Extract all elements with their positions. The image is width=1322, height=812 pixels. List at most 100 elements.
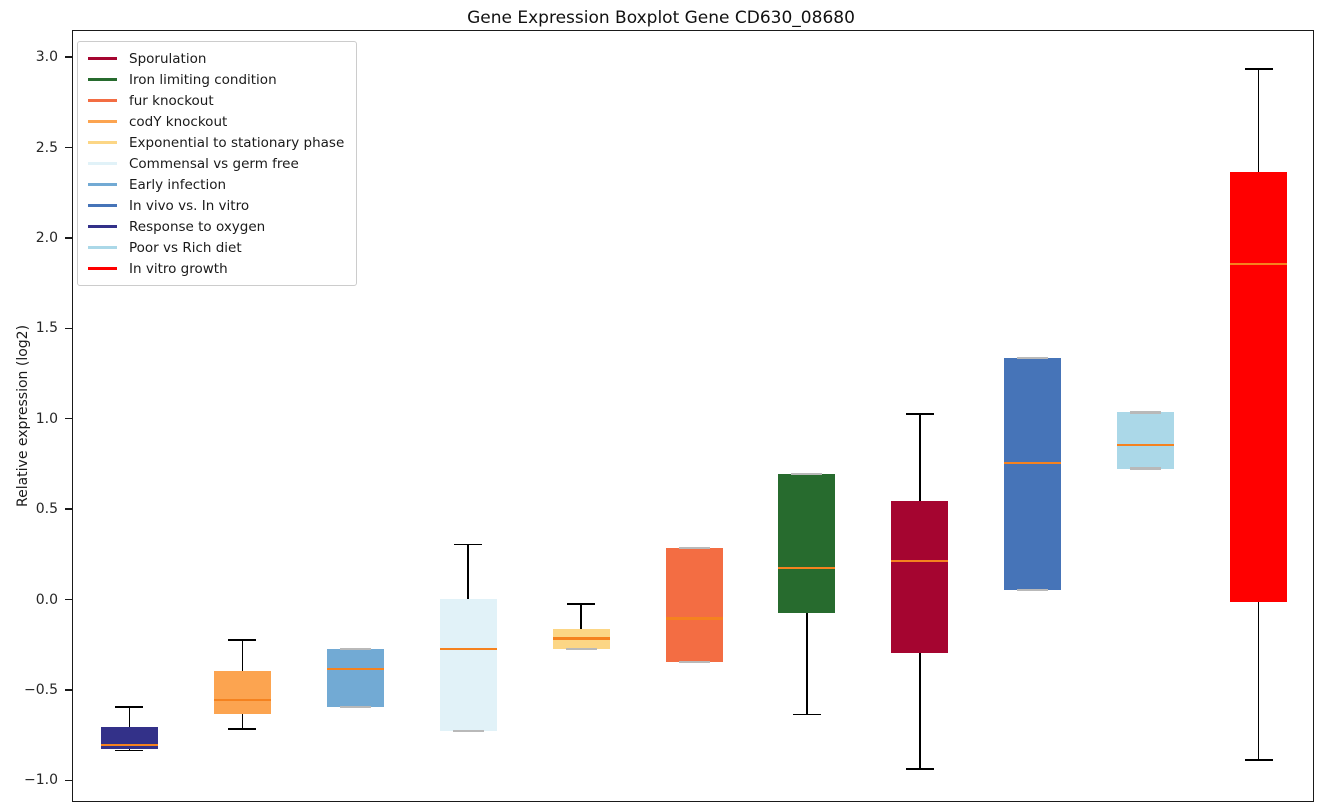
median-line xyxy=(891,559,949,562)
lower-whisker-cap-degenerate xyxy=(565,648,597,651)
y-tick-label: 2.0 xyxy=(35,229,58,246)
lower-whisker-cap xyxy=(905,767,934,770)
legend: Sporulation Iron limiting condition fur kn… xyxy=(77,41,358,286)
legend-label: Exponential to stationary phase xyxy=(129,134,345,151)
legend-item-cody-knockout: codY knockout xyxy=(88,111,344,132)
legend-item-exponential-to-stationary-phase: Exponential to stationary phase xyxy=(88,132,344,153)
legend-color-swatch xyxy=(88,57,117,60)
median-line xyxy=(326,668,384,671)
upper-whisker-cap xyxy=(1244,68,1273,70)
box-body xyxy=(213,671,271,715)
y-tick-mark xyxy=(65,779,72,782)
legend-label: In vivo vs. In vitro xyxy=(129,197,250,214)
median-line xyxy=(778,566,836,570)
legend-color-swatch xyxy=(88,225,117,228)
box-body xyxy=(1117,412,1175,469)
legend-color-swatch xyxy=(88,246,117,249)
lower-whisker-cap-degenerate xyxy=(678,660,710,664)
y-tick-mark xyxy=(65,56,72,58)
y-tick-label: 2.5 xyxy=(35,139,58,156)
upper-whisker-cap-degenerate xyxy=(678,546,710,550)
lower-whisker-cap-degenerate xyxy=(1017,588,1049,591)
legend-color-swatch xyxy=(88,183,117,186)
lower-whisker-cap xyxy=(228,727,257,730)
legend-item-iron-limiting-condition: Iron limiting condition xyxy=(88,69,344,90)
median-line xyxy=(1117,443,1175,447)
legend-item-early-infection: Early infection xyxy=(88,174,344,195)
y-tick-mark xyxy=(65,598,72,601)
median-line xyxy=(1004,462,1062,465)
legend-label: Response to oxygen xyxy=(129,218,266,235)
legend-label: Early infection xyxy=(129,176,227,193)
legend-label: Commensal vs germ free xyxy=(129,155,299,172)
upper-whisker-stem xyxy=(919,414,921,502)
legend-label: Poor vs Rich diet xyxy=(129,239,242,256)
legend-label: Sporulation xyxy=(129,50,207,67)
y-tick-label: 1.0 xyxy=(35,410,58,427)
box-body xyxy=(100,727,158,749)
upper-whisker-stem xyxy=(241,640,244,672)
y-tick-mark xyxy=(65,417,72,420)
y-tick-mark xyxy=(65,689,72,691)
median-line xyxy=(100,744,158,747)
legend-label: In vitro growth xyxy=(129,260,228,277)
lower-whisker-stem xyxy=(806,613,808,715)
legend-color-swatch xyxy=(88,141,117,144)
upper-whisker-cap-degenerate xyxy=(1017,357,1049,360)
y-tick-mark xyxy=(65,237,72,239)
legend-item-fur-knockout: fur knockout xyxy=(88,90,344,111)
upper-whisker-stem xyxy=(580,604,582,630)
lower-whisker-cap xyxy=(115,749,144,752)
box-body xyxy=(1004,358,1062,590)
legend-item-commensal-vs-germ-free: Commensal vs germ free xyxy=(88,153,344,174)
upper-whisker-cap-degenerate xyxy=(791,472,823,476)
y-tick-label: 3.0 xyxy=(35,49,58,66)
upper-whisker-cap-degenerate xyxy=(339,648,371,651)
legend-item-sporulation: Sporulation xyxy=(88,48,344,69)
legend-item-poor-vs-rich-diet: Poor vs Rich diet xyxy=(88,237,344,258)
legend-label: Iron limiting condition xyxy=(129,71,277,88)
legend-color-swatch xyxy=(88,162,117,165)
legend-item-in-vivo-vs-in-vitro: In vivo vs. In vitro xyxy=(88,195,344,216)
box-body xyxy=(326,649,384,708)
lower-whisker-stem xyxy=(919,652,921,769)
upper-whisker-stem xyxy=(128,707,131,728)
legend-item-in-vitro-growth: In vitro growth xyxy=(88,258,344,279)
upper-whisker-cap xyxy=(454,543,483,546)
upper-whisker-cap-degenerate xyxy=(1130,411,1162,414)
legend-color-swatch xyxy=(88,204,117,207)
lower-whisker-stem xyxy=(241,714,244,729)
legend-color-swatch xyxy=(88,99,117,102)
box-body xyxy=(1230,172,1288,603)
y-tick-mark xyxy=(65,508,72,510)
y-tick-label: −0.5 xyxy=(24,681,58,698)
median-line xyxy=(213,698,271,702)
lower-whisker-cap xyxy=(1244,758,1273,761)
y-tick-mark xyxy=(65,146,72,149)
y-tick-label: 0.0 xyxy=(35,591,58,608)
median-line xyxy=(665,617,723,620)
legend-color-swatch xyxy=(88,78,117,81)
box-body xyxy=(891,501,949,653)
lower-whisker-cap-degenerate xyxy=(1130,467,1162,470)
box-body xyxy=(439,598,497,731)
upper-whisker-cap xyxy=(905,413,934,416)
upper-whisker-cap xyxy=(115,706,144,709)
median-line xyxy=(1230,263,1288,266)
upper-whisker-stem xyxy=(467,544,469,599)
upper-whisker-cap xyxy=(228,639,257,642)
lower-whisker-stem xyxy=(128,748,131,751)
upper-whisker-stem xyxy=(1257,68,1260,172)
lower-whisker-cap-degenerate xyxy=(452,729,484,732)
lower-whisker-stem xyxy=(1257,602,1260,760)
upper-whisker-cap xyxy=(567,603,596,606)
chart-title: Gene Expression Boxplot Gene CD630_08680 xyxy=(467,8,855,28)
lower-whisker-cap xyxy=(792,713,821,716)
legend-label: codY knockout xyxy=(129,113,228,130)
y-tick-mark xyxy=(65,327,72,330)
y-tick-label: −1.0 xyxy=(24,772,58,789)
legend-color-swatch xyxy=(88,267,117,270)
legend-label: fur knockout xyxy=(129,92,214,109)
median-line xyxy=(439,648,497,651)
